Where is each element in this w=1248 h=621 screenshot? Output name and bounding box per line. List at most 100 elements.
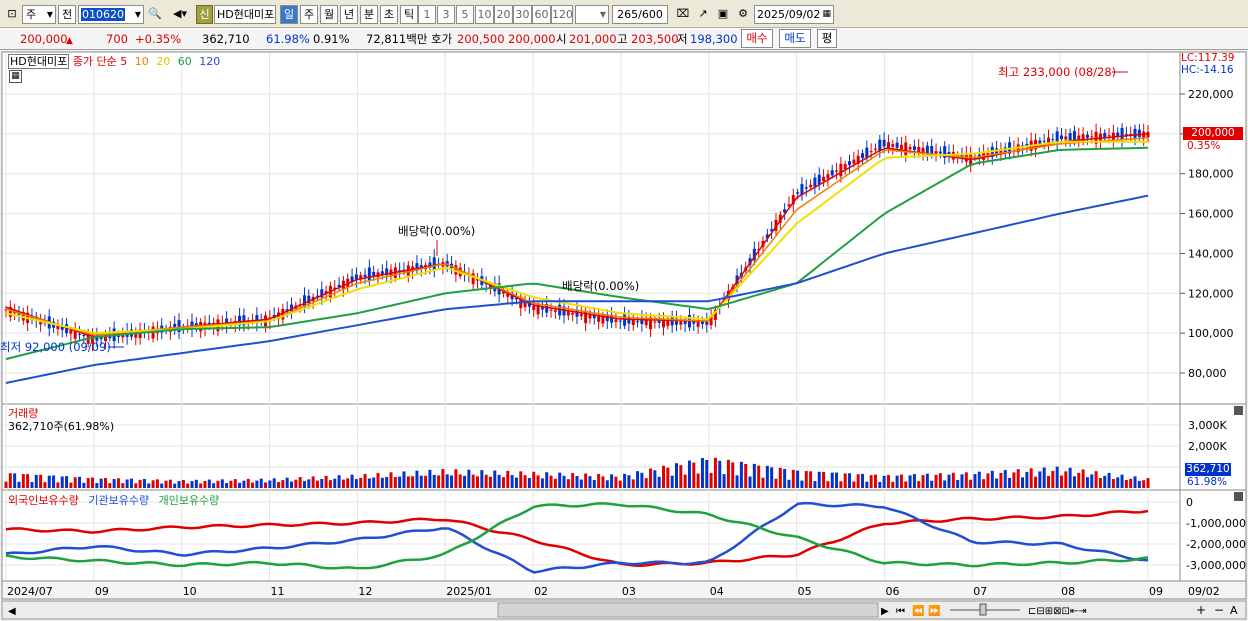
calculator-icon[interactable]: ▦ <box>9 70 22 83</box>
candle-body <box>60 325 64 330</box>
volume-value: 362,710 <box>202 32 250 46</box>
volume-bar <box>1025 471 1029 488</box>
x-tick-label: 04 <box>710 585 724 598</box>
candle-body <box>627 317 631 324</box>
volume-bar <box>199 483 203 488</box>
speaker-icon[interactable]: ◀▾ <box>166 5 194 24</box>
volume-bar <box>674 463 678 488</box>
candle-body <box>713 309 717 320</box>
volume-bar <box>566 479 570 488</box>
candle-type-icon[interactable]: ⌧ <box>674 5 692 24</box>
volume-bar <box>1107 472 1111 488</box>
zoom-in-icon[interactable]: + <box>1196 603 1206 617</box>
candle-body <box>917 147 921 154</box>
volume-bar <box>938 473 942 488</box>
volume-bar <box>822 471 826 488</box>
volume-bar <box>761 477 765 488</box>
multiplier-120[interactable]: 120 <box>551 5 573 24</box>
period-tab-minute[interactable]: 분 <box>360 5 378 24</box>
calendar-icon[interactable]: ▦ <box>822 9 831 19</box>
volume-bar <box>30 482 34 488</box>
scroll-end-icon[interactable]: ⏩ <box>928 604 940 617</box>
search-icon[interactable]: 🔍 <box>146 5 164 24</box>
volume-bar <box>402 471 406 488</box>
multiplier-30[interactable]: 30 <box>513 5 532 24</box>
avg-button[interactable]: 평 <box>817 29 837 48</box>
scrollbar-thumb[interactable] <box>497 602 879 618</box>
open-label: 시 <box>556 32 567 46</box>
zoom-out-icon[interactable]: − <box>1214 603 1224 617</box>
candle-body <box>752 248 756 261</box>
volume-bar <box>705 459 709 488</box>
code-input[interactable]: 010620 ▼ <box>78 5 144 24</box>
window-menu-icon[interactable]: ⊡ <box>4 5 20 24</box>
volume-bar <box>848 473 852 488</box>
scroll-start-icon[interactable]: ⏪ <box>912 604 924 617</box>
save-icon[interactable]: ▣ <box>714 5 732 24</box>
font-size-icon[interactable]: A <box>1230 604 1238 617</box>
zoom-slider-thumb[interactable] <box>979 603 987 616</box>
buy-button[interactable]: 매수 <box>741 29 773 48</box>
gear-icon[interactable]: ⚙ <box>734 5 752 24</box>
candle-body <box>977 154 981 158</box>
candle-body <box>372 271 376 277</box>
sell-button[interactable]: 매도 <box>779 29 811 48</box>
candle-body <box>653 321 657 323</box>
volume-bar <box>437 475 441 488</box>
period-tab-tick[interactable]: 틱 <box>400 5 418 24</box>
price-tick-label: 220,000 <box>1188 88 1234 101</box>
x-tick-label: 2024/07 <box>7 585 53 598</box>
toolbar: ⊡ 주 ▼ 전 010620 ▼ 🔍 ◀▾ 신 HD현대미포 일 주 월 년 분 초… <box>0 0 1248 28</box>
scroll-prev-icon[interactable]: ⏮ <box>896 606 905 617</box>
volume-pane-close-icon[interactable] <box>1234 406 1243 415</box>
period-tab-week[interactable]: 주 <box>300 5 318 24</box>
volume-bar <box>445 474 449 488</box>
volume-bar <box>398 476 402 488</box>
period-tab-month[interactable]: 월 <box>320 5 338 24</box>
multiplier-3[interactable]: 3 <box>437 5 455 24</box>
new-badge: 신 <box>196 5 213 24</box>
market-label: 주 <box>26 8 37 21</box>
candle-body <box>1059 135 1063 140</box>
volume-bar <box>692 462 696 488</box>
tool-icons[interactable]: ⊏⊟⊞⊠⊡⇤⇥ <box>1028 606 1087 617</box>
volume-bar <box>657 476 661 488</box>
multiplier-custom[interactable]: ▼ <box>575 5 609 24</box>
volume-bar <box>744 464 748 488</box>
multiplier-5[interactable]: 5 <box>456 5 474 24</box>
volume-bar <box>540 478 544 488</box>
multiplier-60[interactable]: 60 <box>532 5 551 24</box>
period-tab-year[interactable]: 년 <box>340 5 358 24</box>
scroll-left-icon[interactable]: ◀ <box>8 606 16 617</box>
volume-bar <box>1042 467 1046 488</box>
volume-bar <box>1103 475 1107 488</box>
volume-bar <box>454 469 458 488</box>
candle-body <box>69 329 73 334</box>
volume-bar <box>428 469 432 488</box>
candle-body <box>514 298 518 300</box>
candle-body <box>597 315 601 322</box>
volume-bar <box>1124 479 1128 488</box>
candle-body <box>99 336 103 340</box>
candle-body <box>268 317 272 322</box>
mode-select[interactable]: 전 <box>58 5 76 24</box>
volume-bar <box>60 476 64 488</box>
price-legend-name: HD현대미포 <box>8 54 70 69</box>
volume-bar <box>973 474 977 488</box>
holding-pane-close-icon[interactable] <box>1234 492 1243 501</box>
volume-bar <box>181 480 185 488</box>
multiplier-10[interactable]: 10 <box>475 5 494 24</box>
period-tab-second[interactable]: 초 <box>380 5 398 24</box>
date-input[interactable]: 2025/09/02 ▦ <box>754 5 834 24</box>
multiplier-20[interactable]: 20 <box>494 5 513 24</box>
multiplier-1[interactable]: 1 <box>418 5 436 24</box>
volume-bar <box>73 477 77 488</box>
draw-tool-icon[interactable]: ↗ <box>694 5 712 24</box>
holding-tick-label: -1,000,000 <box>1186 517 1246 530</box>
scroll-right-icon[interactable]: ▶ <box>881 606 889 617</box>
candle-body <box>791 195 795 205</box>
market-select[interactable]: 주 ▼ <box>22 5 56 24</box>
period-tab-day[interactable]: 일 <box>280 5 298 24</box>
chart-area[interactable]: 220,000 200,000 180,000 160,000 140,000 120,0… <box>0 50 1248 621</box>
volume-bar <box>804 470 808 488</box>
